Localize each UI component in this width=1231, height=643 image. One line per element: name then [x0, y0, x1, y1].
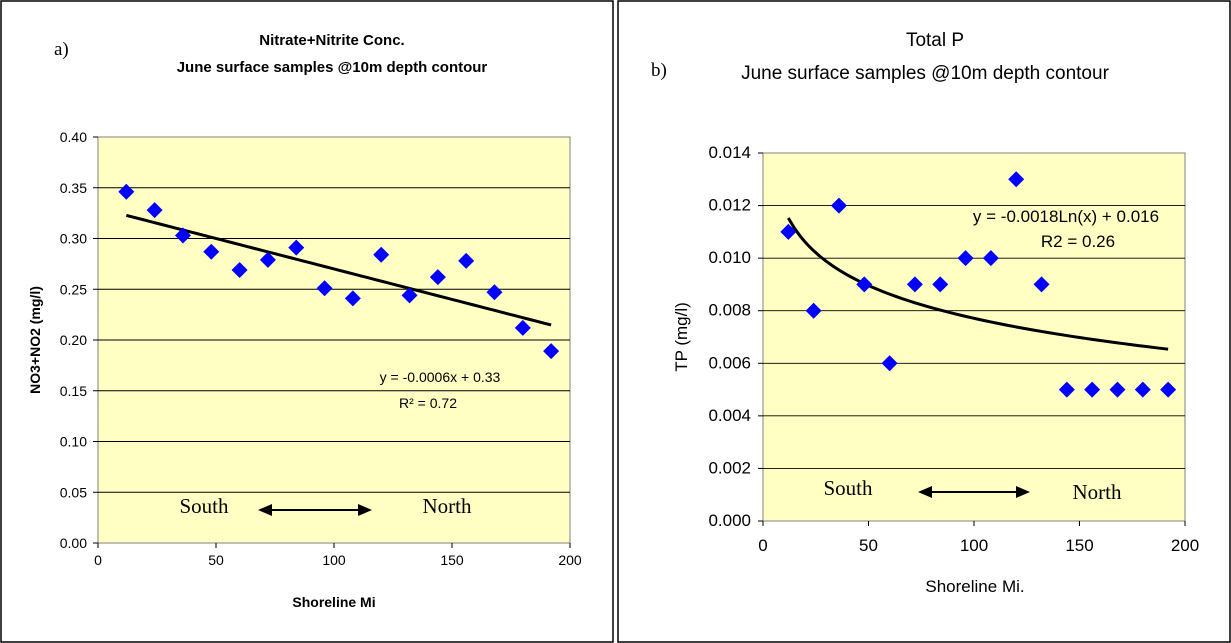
panel-a-south-label: South	[179, 494, 229, 518]
y-tick-label: 0.00	[60, 535, 87, 551]
data-point	[1008, 171, 1025, 188]
y-tick-label: 0.30	[60, 231, 87, 247]
panel-a-ylabel: NO3+NO2 (mg/l)	[27, 286, 43, 394]
data-point	[805, 302, 822, 319]
panel-b-subtitle: June surface samples @10m depth contour	[741, 63, 1109, 84]
panel-b-direction-arrow	[918, 486, 1030, 498]
panel-b-plot-area	[762, 152, 1186, 522]
panel-a-north-label: North	[423, 494, 472, 518]
y-tick-label: 0.35	[60, 180, 87, 196]
panel-b-label: b)	[651, 60, 667, 81]
panel-b-trendline	[787, 217, 1169, 351]
y-tick-label: 0.000	[708, 511, 751, 530]
data-point	[146, 202, 163, 219]
data-point	[288, 239, 305, 256]
data-point	[1134, 381, 1151, 398]
panel-a: a) Nitrate+Nitrite Conc. June surface sa…	[0, 0, 614, 643]
data-point	[203, 243, 220, 260]
data-point	[1058, 381, 1075, 398]
data-point	[429, 269, 446, 286]
data-point	[118, 183, 135, 200]
x-tick-label: 0	[94, 552, 102, 568]
data-point	[486, 284, 503, 301]
data-point	[514, 319, 531, 336]
x-tick-label: 150	[1065, 536, 1093, 555]
data-point	[1084, 381, 1101, 398]
data-point	[174, 227, 191, 244]
panel-a-subtitle: June surface samples @10m depth contour	[177, 59, 488, 76]
data-point	[316, 280, 333, 297]
x-tick-label: 200	[558, 552, 582, 568]
x-tick-label: 100	[960, 536, 988, 555]
data-point	[1109, 381, 1126, 398]
panel-a-xlabel: Shoreline Mi	[292, 594, 375, 610]
data-point	[259, 251, 276, 268]
x-tick-label: 150	[440, 552, 464, 568]
x-tick-label: 200	[1171, 536, 1199, 555]
panel-b-south-label: South	[823, 476, 873, 500]
y-tick-label: 0.006	[708, 353, 751, 372]
panel-b-north-label: North	[1073, 480, 1122, 504]
panel-b-ylabel: TP (mg/l)	[672, 302, 691, 372]
data-point	[231, 261, 248, 278]
panel-b: b) Total P June surface samples @10m dep…	[617, 0, 1231, 643]
data-point	[1160, 381, 1177, 398]
y-tick-label: 0.014	[708, 143, 751, 162]
y-tick-label: 0.008	[708, 301, 751, 320]
y-tick-label: 0.25	[60, 281, 87, 297]
panel-b-xlabel: Shoreline Mi.	[925, 577, 1024, 596]
data-point	[780, 223, 797, 240]
data-point	[1033, 276, 1050, 293]
data-point	[932, 276, 949, 293]
data-point	[543, 343, 560, 360]
panel-b-title: Total P	[906, 30, 964, 51]
panel-b-r2: R2 = 0.26	[1041, 232, 1115, 251]
y-tick-label: 0.05	[60, 484, 87, 500]
panel-a-r2: R² = 0.72	[399, 395, 457, 411]
y-tick-label: 0.15	[60, 383, 87, 399]
data-point	[344, 290, 361, 307]
panel-b-equation: y = -0.0018Ln(x) + 0.016	[973, 207, 1159, 226]
x-tick-label: 0	[758, 536, 767, 555]
data-point	[856, 276, 873, 293]
data-point	[458, 252, 475, 269]
data-point	[830, 197, 847, 214]
x-tick-label: 50	[208, 552, 224, 568]
y-tick-label: 0.20	[60, 332, 87, 348]
y-tick-label: 0.010	[708, 248, 751, 267]
y-tick-label: 0.004	[708, 406, 751, 425]
panel-a-label: a)	[54, 39, 69, 60]
data-point	[906, 276, 923, 293]
data-point	[373, 246, 390, 263]
y-tick-label: 0.002	[708, 458, 751, 477]
y-tick-label: 0.10	[60, 434, 87, 450]
data-point	[401, 287, 418, 304]
x-tick-label: 100	[322, 552, 346, 568]
data-point	[982, 250, 999, 267]
y-tick-label: 0.012	[708, 196, 751, 215]
data-point	[957, 250, 974, 267]
panel-a-trendline	[125, 213, 552, 327]
panel-a-title: Nitrate+Nitrite Conc.	[259, 32, 404, 49]
x-tick-label: 50	[859, 536, 878, 555]
y-tick-label: 0.40	[60, 129, 87, 145]
panel-a-direction-arrow	[258, 504, 372, 516]
panel-a-equation: y = -0.0006x + 0.33	[380, 369, 501, 385]
data-point	[881, 355, 898, 372]
